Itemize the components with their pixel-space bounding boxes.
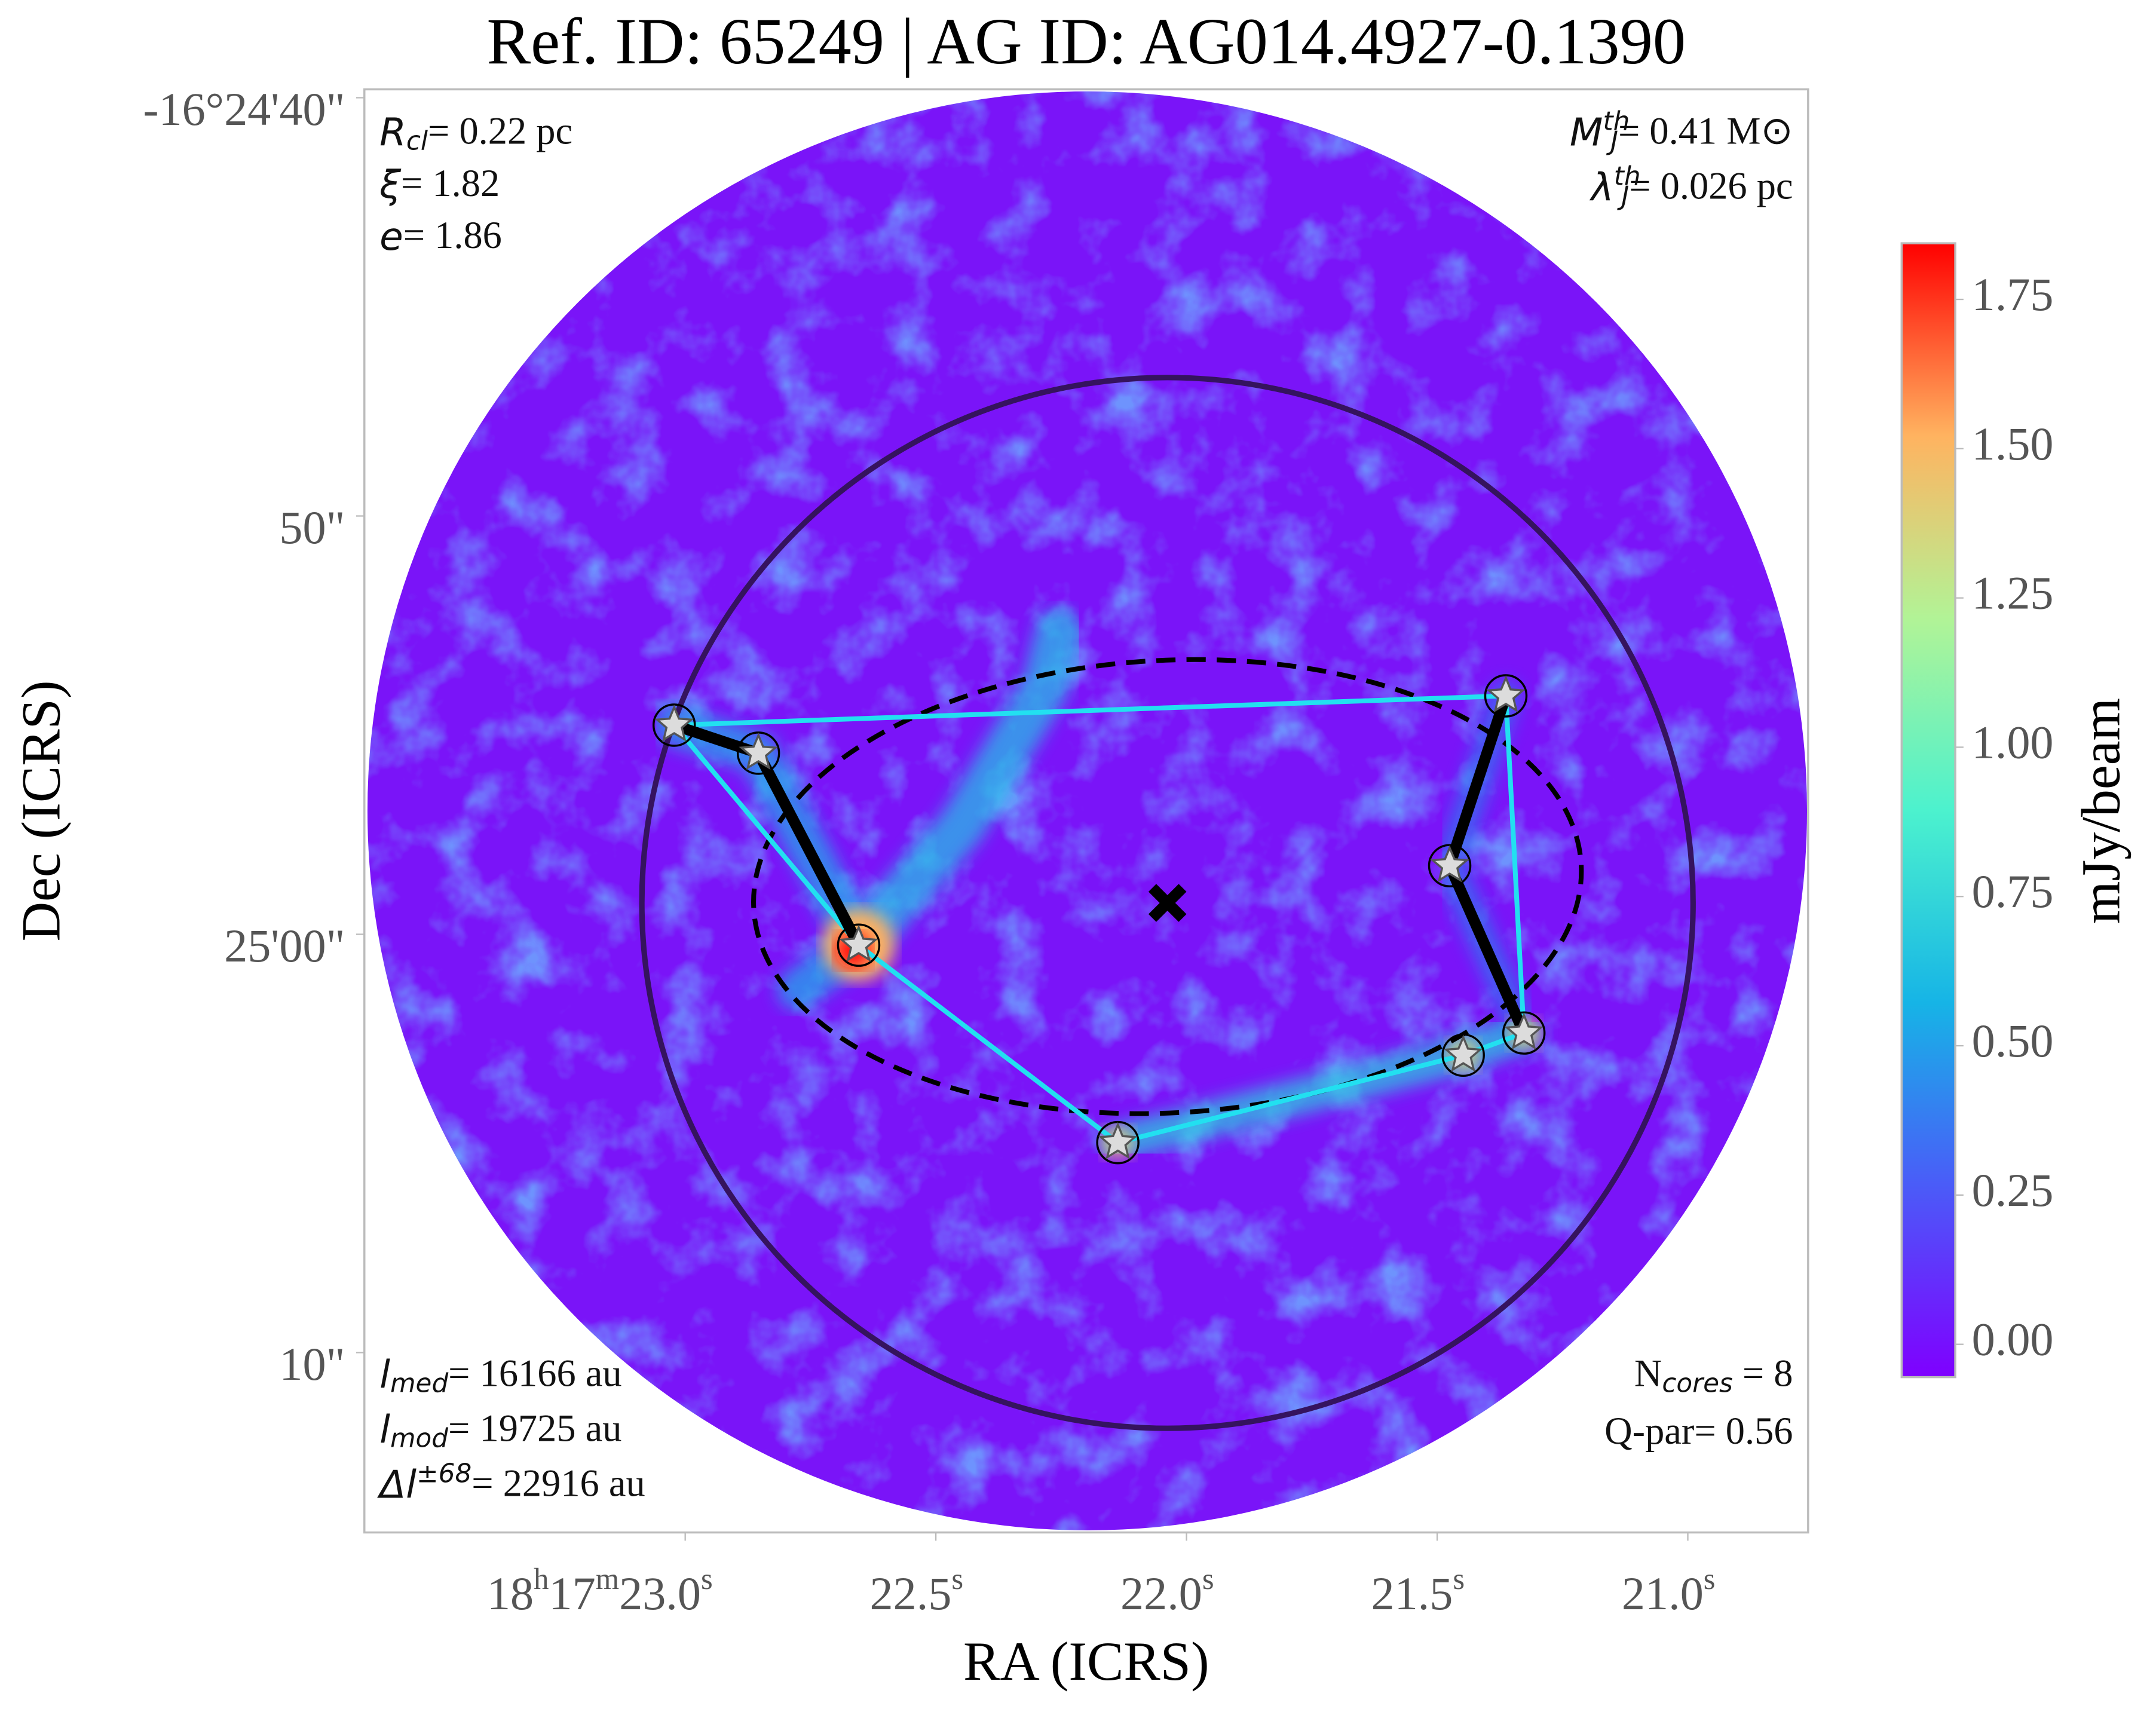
annotation-text: = 1.86 — [403, 214, 502, 256]
plot-area — [367, 91, 1808, 1531]
core-contour — [837, 923, 881, 967]
annotation-sup: th — [1614, 161, 1641, 192]
annotation: ξ= 1.82 — [379, 162, 500, 207]
annotation-text: = 16166 au — [448, 1352, 621, 1394]
core-contour — [1428, 844, 1472, 887]
core-contour — [1484, 674, 1528, 718]
hull-edge — [1117, 1052, 1464, 1146]
annotation-text: Q-par= 0.56 — [1604, 1410, 1793, 1452]
annotation-sup: ±68 — [416, 1459, 471, 1489]
mst-edge — [1444, 694, 1511, 868]
annotation-text: = 8 — [1733, 1352, 1793, 1394]
annotation-text: = 19725 au — [448, 1407, 621, 1449]
annotation: λth J= 0.026 pc — [1590, 161, 1793, 212]
colorbar — [1900, 242, 1956, 1379]
annotation: Δl±68= 22916 au — [376, 1459, 645, 1507]
clump-center — [1148, 884, 1187, 922]
y-tick-label: 25'00" — [224, 920, 345, 972]
colorbar-label: mJy/beam — [2070, 698, 2131, 924]
annotation-plain: N — [1634, 1352, 1662, 1394]
annotation-sub: cores — [1662, 1368, 1732, 1399]
hull-edge — [857, 943, 1120, 1145]
annotation-sup: th — [1603, 106, 1630, 137]
annotation-symbol: Δl — [376, 1462, 416, 1507]
x-tick-label: 22.0s — [1120, 1562, 1214, 1619]
x-tick-label: 18h17m23.0s — [487, 1562, 713, 1619]
colorbar-tick-label: 1.75 — [1972, 268, 2054, 320]
colorbar-tick-label: 1.00 — [1972, 716, 2054, 768]
core — [654, 705, 694, 742]
annotation-text: = 1.82 — [401, 162, 500, 204]
annotation-symbol: l — [379, 1407, 390, 1452]
annotation-sub: cl — [406, 126, 428, 157]
x-tick-label: 21.5s — [1371, 1562, 1465, 1619]
core-contour — [1502, 1011, 1546, 1055]
annotation: Q-par= 0.56 — [1604, 1410, 1793, 1452]
core-contour — [652, 703, 696, 747]
x-tick-label: 22.5s — [870, 1562, 964, 1619]
emission — [367, 91, 1808, 1531]
colorbar-tick-label: 1.25 — [1972, 567, 2054, 619]
colorbar-tick-label: 0.00 — [1972, 1313, 2054, 1365]
annotation-sub: mod — [390, 1423, 448, 1454]
chart-title: Ref. ID: 65249 | AG ID: AG014.4927-0.139… — [486, 5, 1686, 78]
annotation: Rcl= 0.22 pc — [379, 109, 572, 156]
hull-edge — [674, 693, 1506, 728]
annotation: lmod= 19725 au — [379, 1407, 621, 1453]
hull-edge — [1503, 696, 1527, 1033]
annotation-symbol: M — [1570, 110, 1603, 155]
colorbar-tick-label: 0.25 — [1972, 1164, 2054, 1216]
y-tick-label: -16°24'40" — [143, 83, 345, 135]
annotation: Ncores = 8 — [1634, 1352, 1793, 1398]
annotation-text: = 22916 au — [471, 1462, 645, 1504]
core — [1443, 1034, 1483, 1072]
emission-noise — [367, 91, 1808, 1531]
annotation-text: = 0.41 M⊙ — [1618, 109, 1793, 152]
annotation-text: = 0.026 pc — [1629, 164, 1793, 207]
annotation-symbol: λ — [1590, 165, 1614, 210]
x-axis-label: RA (ICRS) — [963, 1631, 1209, 1692]
core-contour — [1096, 1120, 1140, 1165]
y-axis-label: Dec (ICRS) — [10, 681, 71, 942]
hull-edge — [672, 723, 861, 947]
core-contour — [736, 731, 780, 775]
core — [839, 924, 878, 962]
clump-circle — [639, 375, 1696, 1431]
annotation: lmed= 16166 au — [379, 1352, 622, 1398]
annotation-symbol: e — [379, 215, 403, 259]
overlay: 18h17m23.0s 22.5s 22.0s 21.5s 21.0s -16°24'40… — [143, 83, 2054, 1619]
core — [1430, 845, 1469, 883]
x-tick-label: 21.0s — [1622, 1562, 1716, 1619]
core — [739, 733, 778, 770]
annotation: Mth J= 0.41 M⊙ — [1570, 106, 1793, 157]
annotation-symbol: ξ — [379, 162, 402, 207]
annotation-sub: med — [390, 1368, 448, 1399]
annotation: e= 1.86 — [379, 214, 502, 259]
y-tick-label: 10" — [279, 1338, 345, 1390]
mst-edge — [753, 751, 864, 948]
core — [1098, 1122, 1138, 1160]
colorbar-tick-label: 0.75 — [1972, 865, 2054, 917]
plot-frame — [363, 88, 1809, 1534]
core — [1504, 1012, 1544, 1050]
core — [1486, 675, 1526, 713]
filament — [835, 608, 1082, 969]
core-contour — [1441, 1033, 1485, 1077]
mst-edge — [1444, 863, 1529, 1036]
y-tick-label: 50" — [279, 501, 345, 553]
colorbar-tick-label: 1.50 — [1972, 418, 2054, 470]
annotation-symbol: l — [379, 1352, 390, 1397]
annotation-text: = 0.22 pc — [428, 109, 572, 152]
clump-ellipse — [751, 657, 1584, 1116]
colorbar-tick-label: 0.50 — [1972, 1015, 2054, 1067]
annotation-symbol: R — [379, 110, 406, 155]
